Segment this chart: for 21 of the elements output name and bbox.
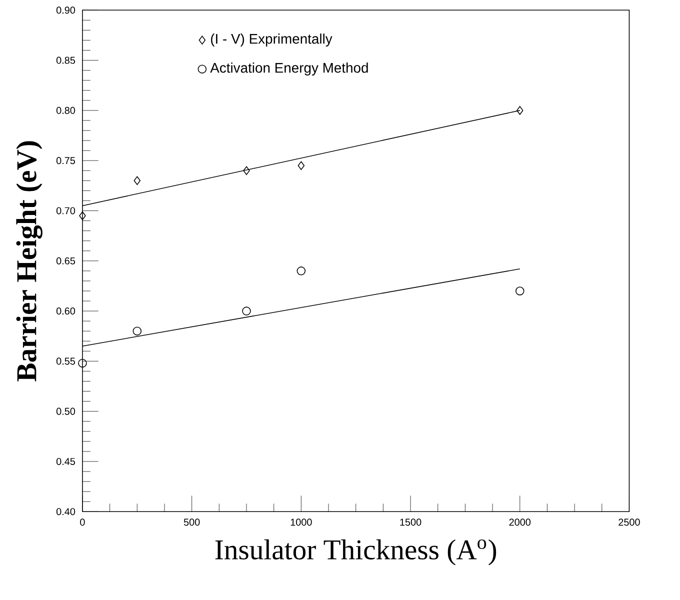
y-tick-label: 0.90 — [56, 6, 76, 14]
x-tick-label: 2500 — [618, 518, 640, 526]
y-tick-label: 0.70 — [56, 207, 76, 214]
y-tick-label: 0.40 — [56, 508, 76, 516]
x-tick-label: 1500 — [400, 518, 422, 526]
x-tick-label: 500 — [184, 518, 200, 526]
x-tick-label: 0 — [80, 518, 85, 526]
y-tick-label: 0.80 — [56, 107, 76, 114]
y-tick-label: 0.85 — [56, 56, 76, 64]
x-tick-label: 2000 — [509, 518, 531, 526]
y-tick-label: 0.65 — [56, 257, 76, 265]
y-axis-title: Barrier Height (eV) — [16, 141, 42, 382]
x-axis-title: Insulator Thickness (A$^{o}$) — [215, 539, 496, 566]
y-tick-label: 0.60 — [56, 308, 76, 315]
y-tick-label: 0.50 — [56, 408, 76, 415]
y-tick-label: 0.55 — [56, 358, 76, 365]
x-tick-label: 1000 — [290, 518, 312, 526]
y-tick-label: 0.75 — [56, 157, 76, 164]
legend-label: Activation Energy Method — [210, 62, 368, 76]
legend-label: (I - V) Exprimentally — [210, 34, 332, 47]
y-tick-label: 0.45 — [56, 458, 76, 466]
